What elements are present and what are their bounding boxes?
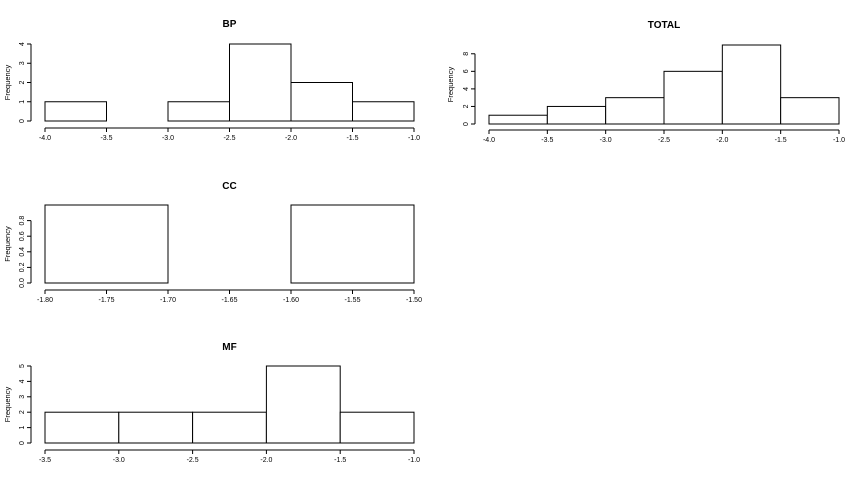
x-tick-label: -2.0 bbox=[716, 137, 728, 144]
histogram-bar bbox=[721, 44, 782, 125]
x-tick-label: -1.80 bbox=[37, 297, 53, 304]
histogram-bar bbox=[265, 365, 341, 444]
x-tick-label: -2.5 bbox=[187, 457, 199, 464]
histogram-bar bbox=[663, 70, 723, 125]
y-tick-label: 4 bbox=[19, 379, 26, 383]
x-tick-label: -1.50 bbox=[406, 297, 422, 304]
x-tick-label: -3.0 bbox=[113, 457, 125, 464]
histogram-bar bbox=[44, 204, 169, 284]
x-tick-label: -4.0 bbox=[483, 137, 495, 144]
histogram-mf: MF Frequency -3.5 -3.0 -2.5 -2.0 -1.5 -1.0 0 1 2… bbox=[3, 342, 420, 464]
x-tick-label: -1.60 bbox=[283, 297, 299, 304]
x-tick-label: -1.5 bbox=[346, 135, 358, 142]
x-tick-label: -2.5 bbox=[658, 137, 670, 144]
y-tick-label: 0 bbox=[19, 119, 26, 123]
x-tick-label: -2.5 bbox=[223, 135, 235, 142]
y-tick-label: 0 bbox=[463, 122, 470, 126]
x-tick-label: -3.5 bbox=[39, 457, 51, 464]
histogram-bar bbox=[229, 43, 292, 122]
y-tick-label: 0.2 bbox=[19, 262, 26, 272]
histogram-bp: BP Frequency -4.0 -3.5 -3.0 -2.5 -2.0 -1.5 -1.… bbox=[3, 19, 420, 142]
x-tick-label: -3.5 bbox=[541, 137, 553, 144]
x-tick-label: -1.5 bbox=[334, 457, 346, 464]
x-tick-label: -1.75 bbox=[99, 297, 115, 304]
y-tick-label: 0.8 bbox=[19, 216, 26, 226]
panel-title: BP bbox=[223, 19, 237, 30]
y-tick-label: 2 bbox=[19, 410, 26, 414]
x-tick-label: -3.0 bbox=[162, 135, 174, 142]
y-tick-label: 1 bbox=[19, 100, 26, 104]
histogram-bar bbox=[780, 97, 840, 125]
histogram-bar bbox=[352, 101, 415, 122]
histogram-bar bbox=[290, 82, 353, 122]
panel-title: MF bbox=[222, 342, 236, 353]
y-tick-label: 3 bbox=[19, 61, 26, 65]
y-tick-label: 6 bbox=[463, 69, 470, 73]
histogram-total: TOTAL Frequency -4.0 -3.5 -3.0 -2.5 -2.0 -1.5… bbox=[446, 20, 845, 144]
histogram-bar bbox=[192, 411, 267, 444]
x-tick-label: -4.0 bbox=[39, 135, 51, 142]
y-axis-label: Frequency bbox=[3, 226, 12, 262]
x-tick-label: -1.0 bbox=[408, 457, 420, 464]
histogram-bar bbox=[488, 114, 548, 125]
panel-title: CC bbox=[222, 181, 236, 192]
histogram-bar bbox=[339, 411, 415, 444]
histogram-bar bbox=[605, 97, 665, 125]
y-tick-label: 3 bbox=[19, 395, 26, 399]
x-tick-label: -3.0 bbox=[600, 137, 612, 144]
panel-title: TOTAL bbox=[648, 20, 680, 31]
y-tick-label: 0 bbox=[19, 441, 26, 445]
y-tick-label: 8 bbox=[463, 52, 470, 56]
histogram-bar bbox=[546, 105, 607, 125]
y-axis-label: Frequency bbox=[3, 65, 12, 101]
histogram-bar bbox=[118, 411, 194, 444]
y-axis-label: Frequency bbox=[446, 67, 455, 103]
histogram-bar bbox=[44, 101, 107, 122]
histogram-bar bbox=[290, 204, 415, 284]
y-tick-label: 2 bbox=[19, 80, 26, 84]
x-tick-label: -1.5 bbox=[775, 137, 787, 144]
y-tick-label: 2 bbox=[463, 104, 470, 108]
x-tick-label: -1.70 bbox=[160, 297, 176, 304]
y-tick-label: 0.6 bbox=[19, 231, 26, 241]
x-tick-label: -2.0 bbox=[285, 135, 297, 142]
y-tick-label: 4 bbox=[463, 87, 470, 91]
x-tick-label: -2.0 bbox=[260, 457, 272, 464]
y-tick-label: 1 bbox=[19, 426, 26, 430]
y-axis-label: Frequency bbox=[3, 387, 12, 423]
x-tick-label: -1.0 bbox=[408, 135, 420, 142]
y-tick-label: 0.4 bbox=[19, 247, 26, 257]
histogram-cc: CC Frequency -1.80 -1.75 -1.70 -1.65 -1.60 -1… bbox=[3, 181, 422, 304]
y-tick-label: 0.0 bbox=[19, 278, 26, 288]
histogram-bar bbox=[167, 101, 230, 122]
histogram-bar bbox=[44, 411, 120, 444]
x-tick-label: -1.55 bbox=[345, 297, 361, 304]
y-tick-label: 4 bbox=[19, 42, 26, 46]
y-tick-label: 5 bbox=[19, 364, 26, 368]
x-tick-label: -1.0 bbox=[833, 137, 845, 144]
x-tick-label: -1.65 bbox=[222, 297, 238, 304]
x-tick-label: -3.5 bbox=[100, 135, 112, 142]
